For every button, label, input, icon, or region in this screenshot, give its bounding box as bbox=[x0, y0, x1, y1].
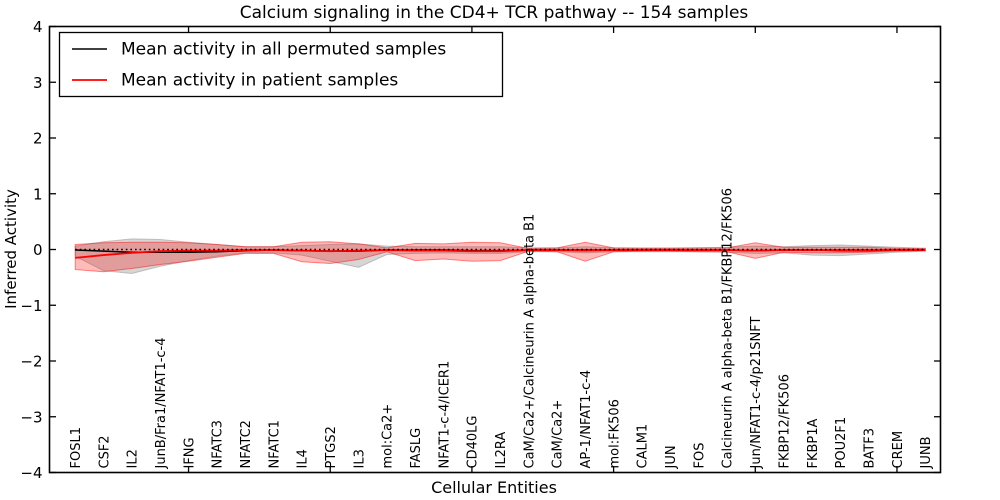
chart-title: Calcium signaling in the CD4+ TCR pathwa… bbox=[240, 3, 749, 23]
legend: Mean activity in all permuted samples Me… bbox=[58, 31, 504, 98]
x-entity-label: FOS bbox=[692, 443, 707, 469]
x-entity-label: IL2 bbox=[126, 449, 141, 468]
x-entity-label: mol:FK506 bbox=[607, 399, 622, 468]
x-entity-label: CaM/Ca2+/Calcineurin A alpha-beta B1 bbox=[522, 214, 537, 469]
y-tick-label: 3 bbox=[33, 74, 43, 92]
y-tick-label: −1 bbox=[20, 297, 42, 315]
y-tick-label: 4 bbox=[33, 18, 43, 36]
y-tick-label: −2 bbox=[20, 353, 42, 371]
x-entity-label: JUNB bbox=[919, 437, 934, 470]
legend-label-patient: Mean activity in patient samples bbox=[121, 71, 398, 91]
permuted-std-band bbox=[74, 238, 926, 274]
x-entity-label: CALM1 bbox=[636, 424, 651, 469]
y-tick-label: 0 bbox=[33, 241, 43, 259]
x-entity-label: FKBP1A bbox=[806, 418, 821, 468]
x-entity-label: FASLG bbox=[409, 428, 424, 469]
x-entity-label: CaM/Ca2+ bbox=[551, 400, 566, 469]
x-entity-label: AP-1/NFAT1-c-4 bbox=[579, 370, 594, 469]
x-entity-label: NFATC1 bbox=[267, 420, 282, 468]
x-entity-label: BATF3 bbox=[862, 428, 877, 469]
x-entity-label: mol:Ca2+ bbox=[381, 404, 396, 469]
x-entity-label: FKBP12/FK506 bbox=[777, 374, 792, 469]
x-entity-label: CD40LG bbox=[466, 416, 481, 469]
x-entity-label: POU2F1 bbox=[834, 417, 849, 469]
y-tick-label: 1 bbox=[33, 185, 43, 203]
x-axis-label: Cellular Entities bbox=[431, 478, 557, 497]
x-entity-label: CSF2 bbox=[97, 435, 112, 468]
x-entity-label: IFNG bbox=[182, 437, 197, 468]
x-entity-label: CREM bbox=[891, 431, 906, 469]
tick-layer: 4 3 2 1 0 −1 −2 −3 −4 FOSL1 CSF2 IL2 JunB/Fra1/NFAT1… bbox=[20, 18, 941, 482]
x-entity-label: NFATC2 bbox=[239, 420, 254, 468]
x-entity-label: IL2RA bbox=[494, 432, 509, 469]
legend-box bbox=[58, 31, 504, 98]
y-tick-label: −4 bbox=[20, 464, 42, 482]
x-entity-label: Calcineurin A alpha-beta B1/FKBP12/FK506 bbox=[721, 188, 736, 468]
plot-layer bbox=[74, 238, 926, 274]
x-entity-label: NFAT1-c-4/ICER1 bbox=[437, 361, 452, 469]
x-entity-label: NFATC3 bbox=[211, 420, 226, 468]
x-entity-label: FOSL1 bbox=[69, 427, 84, 468]
x-entity-label: JunB/Fra1/NFAT1-c-4 bbox=[154, 337, 169, 469]
x-entity-label: PTGS2 bbox=[324, 426, 339, 468]
x-entity-label: IL3 bbox=[352, 449, 367, 468]
y-axis-label: Inferred Activity bbox=[2, 189, 20, 309]
legend-label-permuted: Mean activity in all permuted samples bbox=[121, 40, 446, 60]
x-entity-label: JUN bbox=[664, 445, 679, 469]
y-tick-label: −3 bbox=[20, 408, 42, 426]
x-entity-label: Jun/NFAT1-c-4/p21SNFT bbox=[749, 317, 764, 470]
x-entity-label: IL4 bbox=[296, 449, 311, 468]
y-tick-label: 2 bbox=[33, 130, 43, 148]
